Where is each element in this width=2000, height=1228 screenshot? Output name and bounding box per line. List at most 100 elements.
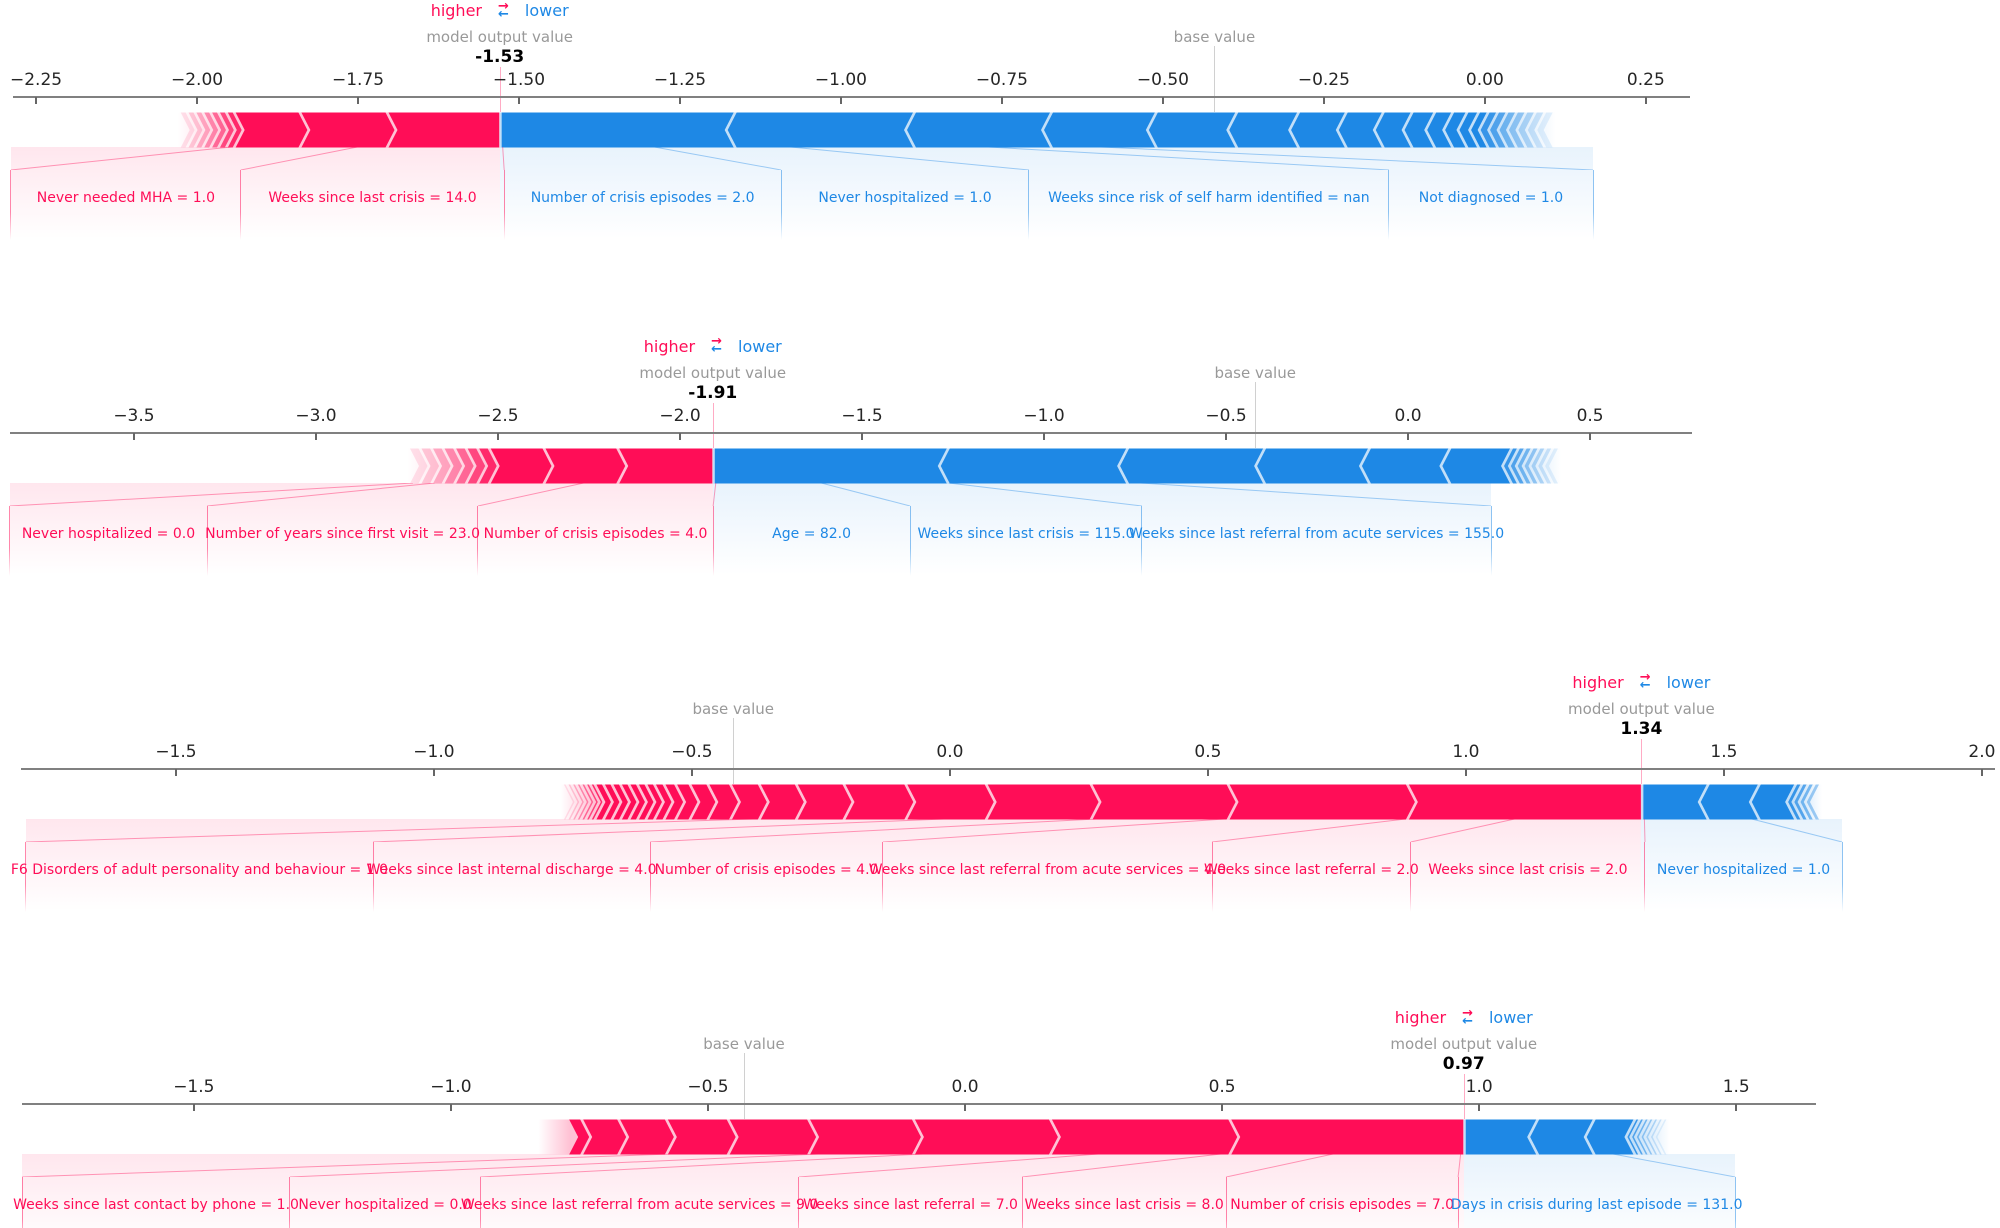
label-separator (1592, 170, 1594, 240)
red-haze (10, 147, 500, 239)
force-arrow-segment (1530, 1119, 1593, 1155)
x-axis-tick-mark (496, 432, 499, 440)
label-connector-line (1751, 818, 1843, 842)
label-separator (10, 170, 12, 240)
label-separator (1028, 170, 1030, 240)
x-axis-tick-mark (1043, 432, 1046, 440)
label-connector-line (25, 818, 753, 842)
arrow-right-icon: → (1462, 1005, 1473, 1021)
label-connector-line (1410, 818, 1515, 842)
arrow-left-icon: ← (1639, 678, 1651, 693)
force-arrow-segment (655, 784, 672, 819)
force-arrow-segment (1375, 112, 1411, 148)
model-output-value: 0.97 (1442, 1054, 1485, 1075)
force-arrow-segment (1510, 448, 1524, 484)
force-arrow-segment (1427, 112, 1452, 148)
higher-label: higher (430, 1, 482, 20)
red-haze (25, 818, 1642, 911)
model-output-marker-line (1463, 1074, 1465, 1120)
force-arrow-segment (604, 784, 620, 819)
force-arrow-segment (1445, 112, 1466, 148)
base-value-marker-line (743, 1053, 745, 1120)
force-arrow-segment (709, 784, 738, 819)
force-arrow-segment (727, 112, 913, 148)
force-arrow-segment (388, 112, 500, 148)
label-separator (1388, 170, 1390, 240)
force-arrow-segment (1120, 448, 1264, 484)
feature-label: Never hospitalized = 0.0 (298, 1197, 472, 1214)
label-connector-line (882, 818, 1225, 842)
force-arrow-segment (1442, 448, 1511, 484)
label-connector-line (1643, 818, 1646, 842)
feature-label: Weeks since last crisis = 8.0 (1024, 1197, 1224, 1214)
force-arrow-segment (490, 448, 552, 484)
force-arrow-segment (1524, 448, 1538, 484)
x-axis-tick-mark (1735, 1104, 1738, 1112)
x-axis-tick-label: −2.00 (170, 70, 224, 90)
force-arrow-segment (212, 112, 226, 148)
arrow-right-icon: → (498, 0, 509, 14)
x-axis-tick-mark (1722, 768, 1725, 776)
force-arrow-segment (1545, 448, 1558, 484)
label-separator (712, 505, 714, 576)
base-value-marker-line (1214, 46, 1216, 112)
force-bar (560, 784, 1822, 819)
x-axis-tick-label: −1.0 (1023, 405, 1065, 426)
x-axis-tick-mark (432, 768, 435, 776)
force-arrow-segment (630, 784, 645, 819)
red-haze (9, 482, 713, 575)
x-axis-line (22, 1103, 1817, 1106)
force-arrow-segment (467, 448, 486, 484)
force-arrow-segment (1537, 112, 1553, 148)
higher-label: higher (1572, 672, 1624, 692)
force-arrow-segment (1459, 112, 1478, 148)
label-connector-line (373, 818, 944, 842)
force-arrow-segment (545, 448, 626, 484)
model-output-label: model output value (426, 28, 574, 46)
force-arrow-segment (1788, 784, 1801, 819)
label-separator (240, 170, 242, 240)
label-separator (1141, 505, 1143, 576)
force-arrow-segment (1499, 112, 1515, 148)
label-separator (477, 505, 479, 576)
force-arrow-segment (1361, 448, 1449, 484)
label-connector-line (650, 818, 1097, 842)
label-connector-line (1457, 1154, 1462, 1178)
x-axis-tick-label: 1.0 (1465, 1077, 1493, 1098)
label-separator (1021, 1177, 1023, 1228)
force-arrow-segment (1531, 448, 1545, 484)
x-axis-tick-mark (357, 97, 360, 104)
x-axis-tick-mark (1225, 432, 1228, 440)
higher-label: higher (643, 336, 696, 356)
x-axis-line (21, 767, 1995, 770)
x-axis-tick-mark (678, 97, 681, 104)
x-axis-tick-label: −1.50 (492, 70, 546, 90)
lower-label: lower (524, 1, 569, 20)
label-separator (1225, 1177, 1227, 1228)
x-axis-tick-label: −3.5 (113, 405, 155, 426)
x-axis-tick-mark (1322, 97, 1325, 104)
base-value-label: base value (1214, 363, 1296, 382)
label-connector-line (1612, 1154, 1736, 1178)
higher-label: higher (1394, 1008, 1447, 1028)
swap-arrows-icon: → ← (1639, 671, 1651, 693)
label-connectors (25, 818, 1843, 842)
label-separator (1457, 1177, 1459, 1228)
feature-label: Weeks since last internal discharge = 4.… (366, 861, 657, 878)
label-connector-line (1022, 1154, 1221, 1178)
x-axis-tick-mark (35, 97, 38, 104)
force-bar (538, 1119, 1670, 1155)
force-arrow-segment (1465, 1119, 1537, 1155)
model-output-marker-line (499, 67, 501, 112)
feature-label: Weeks since last contact by phone = 1.0 (13, 1197, 299, 1214)
force-arrow-segment (569, 1119, 590, 1155)
base-value-marker-line (733, 717, 735, 784)
label-separator (649, 841, 651, 912)
x-axis-tick-mark (1161, 97, 1164, 104)
force-arrow-segment (621, 784, 637, 819)
feature-label: Never hospitalized = 0.0 (21, 525, 196, 542)
force-arrow-segment (596, 784, 611, 819)
force-arrow-segment (647, 784, 662, 819)
arrow-left-icon: ← (711, 342, 722, 358)
force-arrow-segment (691, 784, 716, 819)
